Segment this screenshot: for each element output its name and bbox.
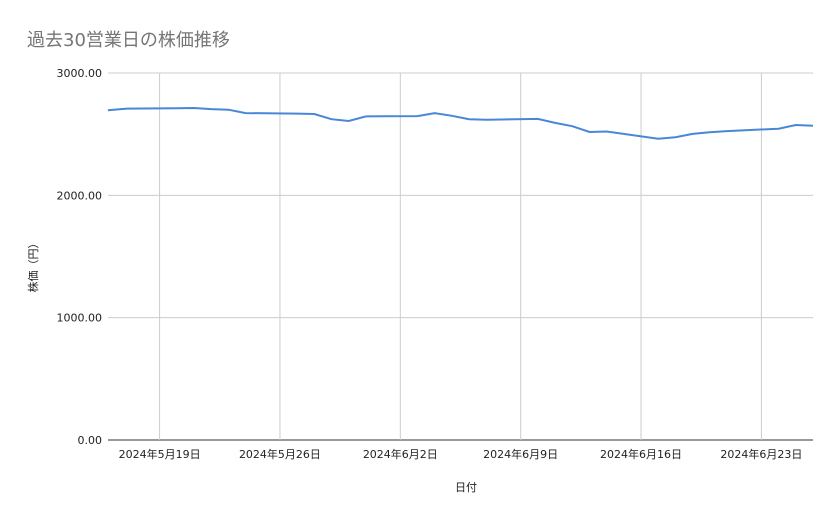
- y-tick-label: 1000.00: [57, 312, 103, 325]
- x-tick-label: 2024年5月19日: [119, 447, 201, 461]
- x-tick-label: 2024年6月23日: [720, 447, 802, 461]
- y-axis-label: 株価（円）: [26, 238, 40, 293]
- series-line: [107, 106, 814, 140]
- x-tick-label: 2024年6月16日: [600, 447, 682, 461]
- chart-title: 過去30営業日の株価推移: [27, 30, 230, 51]
- y-tick-label: 2000.00: [57, 189, 103, 202]
- x-axis-label: 日付: [455, 481, 477, 494]
- x-tick-label: 2024年6月9日: [483, 447, 558, 461]
- y-tick-label: 3000.00: [57, 67, 103, 80]
- y-tick-label: 0.00: [78, 434, 103, 447]
- x-tick-label: 2024年6月2日: [363, 447, 438, 461]
- x-tick-label: 2024年5月26日: [239, 447, 321, 461]
